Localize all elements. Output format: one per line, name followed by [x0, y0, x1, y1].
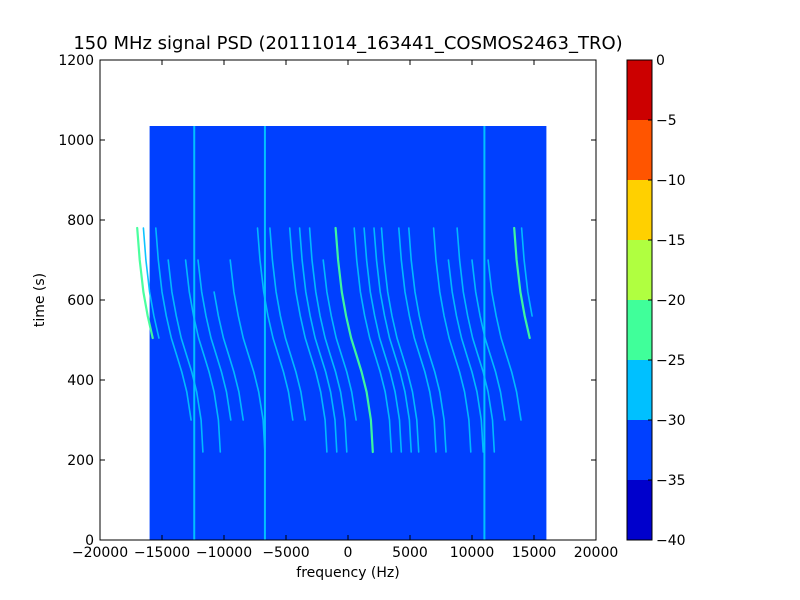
colorbar-tick-label: −35: [656, 473, 686, 489]
doppler-trace: [322, 259, 357, 421]
doppler-trace: [363, 227, 403, 453]
doppler-trace: [288, 227, 328, 453]
doppler-trace: [229, 259, 266, 453]
colorbar-level: [627, 60, 652, 120]
colorbar: 0 −5 −10 −15 −20 −25 −30 −35 −40: [626, 53, 686, 549]
doppler-trace: [471, 259, 506, 421]
vertical-lines: [193, 126, 486, 540]
spectrogram: [136, 126, 547, 540]
doppler-trace: [308, 227, 348, 453]
x-tick-label: 10000: [450, 545, 495, 561]
doppler-trace: [136, 226, 154, 340]
y-tick-label: 400: [67, 373, 94, 389]
doppler-trace: [407, 227, 447, 453]
doppler-traces: [136, 226, 533, 454]
doppler-trace: [142, 227, 160, 339]
doppler-trace: [298, 227, 338, 453]
x-axis-label: frequency (Hz): [296, 565, 399, 581]
colorbar-level: [627, 420, 652, 480]
doppler-trace: [487, 259, 522, 421]
colorbar-tick-label: −15: [656, 233, 686, 249]
colorbar-level: [627, 240, 652, 300]
colorbar-tick-label: 0: [656, 53, 665, 69]
spectrogram-background: [149, 126, 547, 540]
y-axis-label: time (s): [32, 273, 48, 327]
x-tick-label: −5000: [262, 545, 309, 561]
colorbar-tick-label: −40: [656, 533, 686, 549]
colorbar-level: [627, 180, 652, 240]
y-axis-ticks: 0 200 400 600 800 1000 1200: [58, 53, 596, 549]
x-tick-label: −15000: [134, 545, 190, 561]
colorbar-tick-label: −5: [656, 113, 677, 129]
doppler-trace: [447, 259, 485, 453]
x-tick-label: 20000: [574, 545, 619, 561]
x-tick-label: −20000: [72, 545, 128, 561]
doppler-trace: [397, 227, 437, 453]
doppler-trace: [380, 227, 420, 453]
y-tick-label: 0: [85, 533, 94, 549]
y-tick-label: 600: [67, 293, 94, 309]
doppler-trace: [353, 227, 393, 453]
x-axis-ticks: −20000 −15000 −10000 −5000 0 5000 10000 15000 20…: [72, 60, 618, 561]
colorbar-tick-label: −20: [656, 293, 686, 309]
y-tick-label: 200: [67, 453, 94, 469]
x-tick-label: 0: [344, 545, 353, 561]
x-tick-label: 5000: [392, 545, 428, 561]
doppler-trace: [373, 227, 413, 453]
y-tick-label: 1200: [58, 53, 94, 69]
doppler-trace: [456, 227, 496, 453]
colorbar-tick-label: −30: [656, 413, 686, 429]
doppler-trace: [520, 227, 533, 317]
colorbar-tick-label: −25: [656, 353, 686, 369]
doppler-trace: [432, 227, 472, 453]
colorbar-level: [627, 300, 652, 360]
doppler-trace: [167, 259, 204, 453]
colorbar-level: [627, 360, 652, 420]
x-tick-label: −10000: [196, 545, 252, 561]
doppler-trace: [155, 227, 192, 421]
chart-title: 150 MHz signal PSD (20111014_163441_COSM…: [73, 33, 622, 54]
x-tick-label: 15000: [512, 545, 557, 561]
colorbar-level: [627, 480, 652, 540]
colorbar-tick-label: −10: [656, 173, 686, 189]
colorbar-level: [627, 120, 652, 180]
doppler-trace: [269, 227, 307, 421]
doppler-trace: [213, 291, 244, 421]
y-tick-label: 1000: [58, 133, 94, 149]
doppler-trace: [513, 226, 531, 340]
doppler-trace: [184, 259, 222, 453]
y-tick-label: 800: [67, 213, 94, 229]
doppler-trace: [334, 226, 374, 454]
doppler-trace: [256, 227, 294, 421]
doppler-trace: [197, 259, 232, 421]
